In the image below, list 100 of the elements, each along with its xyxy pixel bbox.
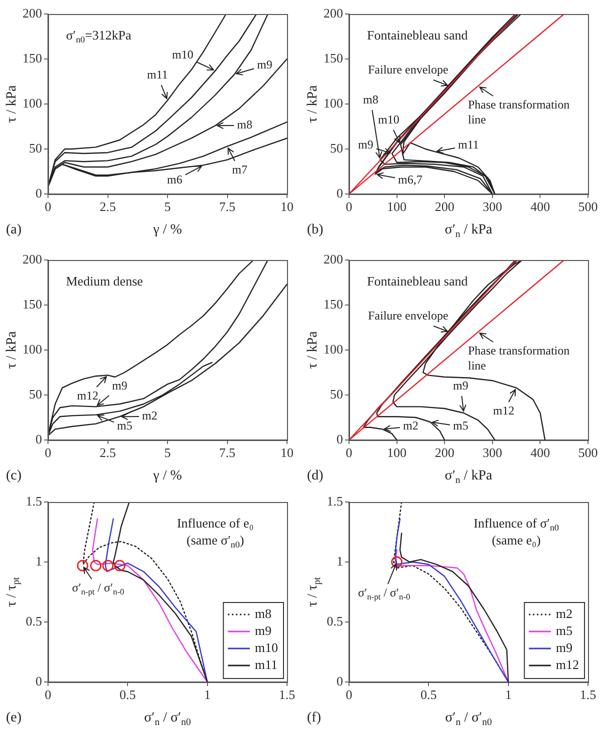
annotation: m10 <box>378 112 400 127</box>
annotation: m6,7 <box>398 172 422 187</box>
y-tick-label: 200 <box>324 5 343 20</box>
y-axis-title: τ / τpt <box>306 576 323 607</box>
x-tick-label: 2.5 <box>100 445 116 460</box>
legend-label: m11 <box>254 656 278 672</box>
x-tick-label: 200 <box>434 199 454 214</box>
y-tick-label: 200 <box>324 251 343 266</box>
x-tick-label: 5 <box>164 445 171 460</box>
y-tick-label: 1 <box>36 553 42 568</box>
annotation: m11 <box>458 138 479 152</box>
x-axis-title: γ / % <box>152 222 182 238</box>
text: (b) <box>307 222 324 238</box>
text: (a) <box>6 222 22 238</box>
y-tick-label: 0 <box>336 431 343 446</box>
x-tick-label: 10 <box>280 445 294 460</box>
y-tick-label: 1.5 <box>326 493 343 508</box>
x-tick-label: 0.5 <box>420 687 437 702</box>
legend-label: m8 <box>254 606 272 621</box>
annotation: m2 <box>142 408 158 423</box>
x-tick-label: 500 <box>578 445 598 460</box>
legend-label: m9 <box>254 622 272 638</box>
annotation: m5 <box>117 418 132 433</box>
annotation: m12 <box>77 388 98 403</box>
x-tick-label: 400 <box>530 199 550 214</box>
y-tick-label: 150 <box>22 50 42 66</box>
annotation: Failure envelope <box>368 62 448 77</box>
x-tick-label: 400 <box>530 445 550 460</box>
annotation: m8 <box>363 92 378 107</box>
annotation: m11 <box>147 68 168 82</box>
annotation: Medium dense <box>66 273 144 288</box>
annotation: m9 <box>358 138 374 152</box>
text: (e) <box>6 710 22 726</box>
x-tick-label: 300 <box>482 199 502 214</box>
y-axis-title: τ / kPa <box>4 330 20 369</box>
y-tick-label: 100 <box>22 95 42 110</box>
annotation: m9 <box>112 378 128 393</box>
y-tick-label: 50 <box>29 386 42 402</box>
x-tick-label: 5 <box>164 199 171 214</box>
y-tick-label: 200 <box>22 251 42 266</box>
y-tick-label: 50 <box>29 140 42 156</box>
y-tick-label: 150 <box>324 50 343 66</box>
annotation: m9 <box>453 378 468 393</box>
y-tick-label: 0 <box>36 185 42 200</box>
annotation: m8 <box>237 118 252 132</box>
x-tick-label: 100 <box>387 199 407 214</box>
annotation: Failure envelope <box>368 308 448 323</box>
x-tick-label: 0.5 <box>120 687 136 702</box>
annotation: Phase transformation line <box>468 344 570 373</box>
y-tick-label: 100 <box>324 95 343 110</box>
x-tick-label: 1 <box>204 687 211 702</box>
x-tick-label: 100 <box>387 445 407 460</box>
y-tick-label: 150 <box>324 296 343 312</box>
y-tick-label: 1.5 <box>26 493 42 508</box>
x-tick-label: 7.5 <box>219 199 236 214</box>
y-axis-title: τ / kPa <box>306 84 321 123</box>
y-tick-label: 0.5 <box>26 613 42 628</box>
y-axis-title: τ / τpt <box>4 576 22 607</box>
y-axis-title: τ / kPa <box>306 330 321 369</box>
y-tick-label: 100 <box>22 341 42 356</box>
legend-label: m10 <box>254 640 278 655</box>
legend-label: m5 <box>556 622 573 638</box>
y-axis-title: τ / kPa <box>4 84 20 123</box>
annotation: Influence of e₀ <box>176 515 254 530</box>
annotation: (same e₀) <box>492 532 541 548</box>
legend-label: m9 <box>556 640 573 655</box>
annotation: m12 <box>493 404 514 418</box>
text: (d) <box>307 468 324 484</box>
y-tick-label: 200 <box>22 5 42 20</box>
legend-label: m12 <box>556 656 580 672</box>
x-tick-label: 300 <box>482 445 502 460</box>
y-tick-label: 50 <box>330 140 343 156</box>
annotation: Fontainebleau sand <box>367 27 468 42</box>
x-tick-label: 500 <box>578 199 598 214</box>
x-tick-label: 1.5 <box>278 687 296 702</box>
y-tick-label: 1 <box>336 553 343 568</box>
text: (c) <box>6 468 22 484</box>
x-tick-label: 200 <box>434 445 454 460</box>
y-tick-label: 150 <box>22 296 42 312</box>
legend-label: m2 <box>556 606 573 621</box>
x-tick-label: 1.5 <box>580 687 596 702</box>
y-tick-label: 0 <box>336 185 343 200</box>
annotation: m6 <box>167 172 182 187</box>
y-tick-label: 0 <box>36 431 42 446</box>
annotation: m5 <box>453 418 468 433</box>
y-tick-label: 0 <box>336 673 343 688</box>
annotation: m7 <box>232 162 248 177</box>
y-tick-label: 0.5 <box>326 613 343 628</box>
annotation: Fontainebleau sand <box>367 273 468 288</box>
x-tick-label: 7.5 <box>219 445 236 460</box>
annotation: m2 <box>403 418 418 433</box>
x-tick-label: 10 <box>280 199 294 214</box>
y-tick-label: 50 <box>330 386 343 402</box>
annotation: m10 <box>172 48 194 62</box>
x-axis-title: γ / % <box>152 468 182 484</box>
y-tick-label: 0 <box>36 673 42 688</box>
annotation: Phase transformation line <box>468 98 570 127</box>
y-tick-label: 100 <box>324 341 343 356</box>
x-tick-label: 1 <box>505 687 512 702</box>
annotation: m9 <box>257 58 272 72</box>
